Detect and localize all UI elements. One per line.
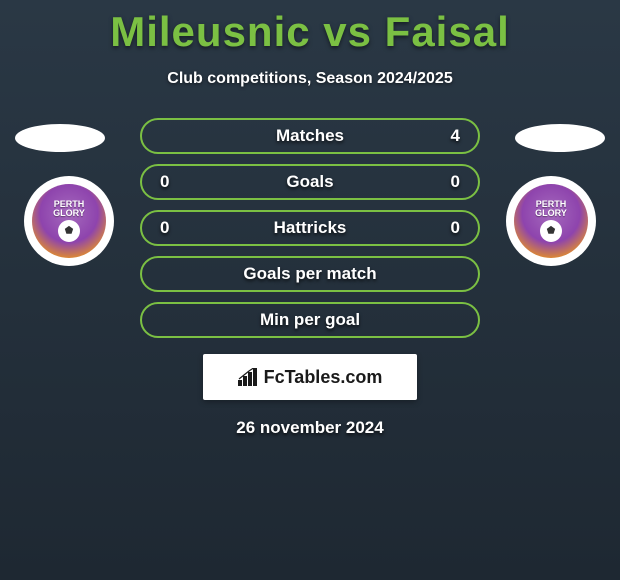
stat-row-hattricks: 0 Hattricks 0 (140, 210, 480, 246)
stat-value-right: 0 (451, 218, 460, 238)
stat-label: Goals per match (243, 264, 376, 284)
player-photo-right (515, 124, 605, 152)
club-name-line2: GLORY (53, 209, 85, 218)
stat-row-matches: Matches 4 (140, 118, 480, 154)
stat-value-right: 4 (451, 126, 460, 146)
soccer-ball-icon (540, 220, 562, 242)
stat-value-left: 0 (160, 172, 169, 192)
stats-table: Matches 4 0 Goals 0 0 Hattricks 0 Goals … (140, 118, 480, 338)
stat-label: Matches (276, 126, 344, 146)
club-name-line2: GLORY (535, 209, 567, 218)
player-photo-left (15, 124, 105, 152)
stat-label: Min per goal (260, 310, 360, 330)
stat-label: Hattricks (274, 218, 347, 238)
stat-row-min-per-goal: Min per goal (140, 302, 480, 338)
comparison-subtitle: Club competitions, Season 2024/2025 (0, 70, 620, 88)
soccer-ball-icon (58, 220, 80, 242)
stat-row-goals: 0 Goals 0 (140, 164, 480, 200)
site-logo-box[interactable]: FcTables.com (203, 354, 417, 400)
club-badge-left: PERTH GLORY (24, 176, 114, 266)
club-badge-right: PERTH GLORY (506, 176, 596, 266)
stat-value-right: 0 (451, 172, 460, 192)
perth-glory-crest-icon: PERTH GLORY (32, 184, 106, 258)
perth-glory-crest-icon: PERTH GLORY (514, 184, 588, 258)
stat-value-left: 0 (160, 218, 169, 238)
comparison-title: Mileusnic vs Faisal (0, 0, 620, 56)
stat-row-goals-per-match: Goals per match (140, 256, 480, 292)
bar-chart-icon (238, 368, 260, 386)
stat-label: Goals (286, 172, 333, 192)
site-name: FcTables.com (264, 367, 383, 388)
comparison-date: 26 november 2024 (0, 418, 620, 438)
